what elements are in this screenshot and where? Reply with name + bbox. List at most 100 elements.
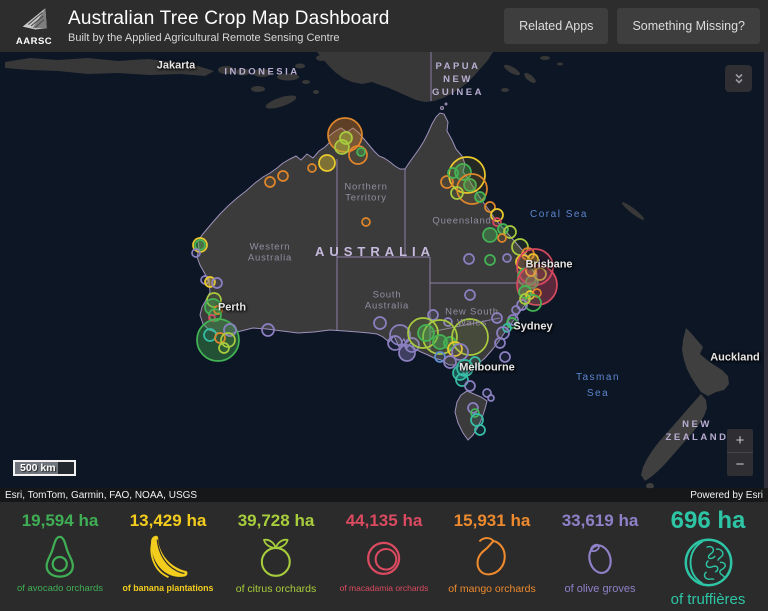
crop-bubble[interactable] — [440, 175, 454, 189]
crop-bubble[interactable] — [487, 394, 495, 402]
crop-bubble[interactable] — [447, 167, 459, 179]
crop-bubble[interactable] — [191, 248, 201, 258]
map-scrollbar[interactable] — [764, 52, 768, 502]
crop-bubble[interactable] — [524, 294, 542, 312]
olive-area-value: 33,619 ha — [561, 511, 639, 530]
crop-bubble[interactable] — [417, 324, 435, 342]
related-apps-button[interactable]: Related Apps — [504, 8, 609, 44]
crop-bubble[interactable] — [264, 176, 276, 188]
crop-bubble[interactable] — [454, 163, 472, 181]
map-label-western-australia: Western Australia — [247, 241, 293, 264]
banana-label: of banana plantations — [122, 583, 214, 593]
crop-bubble[interactable] — [339, 131, 353, 145]
map-label-auckland: Auckland — [710, 351, 760, 364]
crop-bubble[interactable] — [318, 154, 336, 172]
crop-bubble[interactable] — [494, 337, 506, 349]
crop-bubble[interactable] — [467, 402, 479, 414]
crop-bubble[interactable] — [334, 139, 350, 155]
crop-bubble[interactable] — [450, 186, 464, 200]
crop-bubble[interactable] — [482, 227, 498, 243]
avocado-icon — [45, 535, 75, 578]
crop-bubble[interactable] — [261, 323, 275, 337]
crop-bubble[interactable] — [469, 356, 481, 368]
map-label-queensland: Queensland — [432, 215, 492, 227]
map-label-melbourne: Melbourne — [459, 361, 515, 374]
crop-bubble[interactable] — [463, 178, 477, 192]
app-header: AARSC Australian Tree Crop Map Dashboard… — [0, 0, 768, 52]
stat-citrus: 39,728 ha of citrus orchards — [222, 505, 330, 611]
crop-bubble[interactable] — [389, 324, 411, 346]
powered-by-esri-link[interactable]: Powered by Esri — [690, 489, 763, 501]
crop-bubble[interactable] — [361, 217, 371, 227]
truffle-area-value: 696 ha — [670, 507, 746, 534]
crop-bubble[interactable] — [387, 335, 403, 351]
map-label-coral-sea: Coral Sea — [530, 209, 588, 220]
crop-bubble[interactable] — [427, 309, 439, 321]
crop-bubble[interactable] — [464, 380, 476, 392]
crop-bubble[interactable] — [463, 253, 475, 265]
macadamia-icon — [367, 541, 401, 575]
map-label-australia: AUSTRALIA — [314, 244, 436, 260]
crop-bubble[interactable] — [307, 163, 317, 173]
aarsc-logo-text: AARSC — [15, 35, 53, 47]
crop-bubble[interactable] — [499, 351, 511, 363]
crop-bubble[interactable] — [511, 305, 521, 315]
map-label-new-zealand: NEW ZEALAND — [665, 419, 729, 443]
map-label-new-south-wales: New South Wales — [445, 306, 499, 329]
map-label-south-australia: South Australia — [364, 289, 410, 312]
crop-bubble[interactable] — [398, 344, 416, 362]
citrus-area-value: 39,728 ha — [237, 511, 315, 530]
scale-bar: 500 km — [13, 460, 76, 476]
crop-bubble[interactable] — [451, 343, 469, 361]
banana-area-value: 13,429 ha — [129, 511, 207, 530]
state-borders — [336, 52, 536, 351]
crop-bubble-layer — [191, 117, 558, 436]
crop-bubble[interactable] — [474, 191, 486, 203]
crop-bubble[interactable] — [277, 170, 289, 182]
crop-bubble[interactable] — [491, 312, 503, 324]
crop-bubble[interactable] — [497, 233, 507, 243]
something-missing-button[interactable]: Something Missing? — [617, 8, 760, 44]
stat-olive: 33,619 ha of olive groves — [546, 505, 654, 611]
crop-bubble[interactable] — [434, 351, 446, 363]
avocado-label: of avocado orchards — [16, 583, 104, 594]
map-label-tasman-sea: Tasman Sea — [575, 372, 621, 399]
page-subtitle: Built by the Applied Agricultural Remote… — [68, 32, 340, 44]
map-label-northern-territory: Northern Territory — [344, 181, 388, 204]
crop-bubble[interactable] — [502, 253, 512, 263]
olive-label: of olive groves — [564, 583, 636, 595]
stat-banana: 13,429 ha of banana plantations — [114, 505, 222, 611]
crop-bubble[interactable] — [443, 355, 457, 369]
crop-bubble[interactable] — [484, 201, 496, 213]
new-zealand-landmass — [641, 328, 729, 489]
citrus-label: of citrus orchards — [235, 583, 317, 595]
crop-bubble[interactable] — [503, 225, 517, 239]
crop-bubble[interactable] — [492, 217, 502, 227]
map-label-indonesia: INDONESIA — [224, 66, 300, 78]
crop-bubble[interactable] — [432, 334, 448, 350]
zoom-out-button[interactable]: − — [727, 452, 753, 476]
crop-bubble[interactable] — [474, 424, 486, 436]
crop-bubble[interactable] — [208, 308, 222, 322]
crop-bubble[interactable] — [211, 277, 223, 289]
truffle-label: of truffières — [670, 591, 746, 608]
crop-bubble[interactable] — [356, 147, 366, 157]
crop-bubble[interactable] — [373, 316, 387, 330]
crop-bubble[interactable] — [484, 254, 496, 266]
stat-avocado: 19,594 ha of avocado orchards — [6, 505, 114, 611]
zoom-in-button[interactable]: + — [735, 432, 745, 449]
citrus-icon — [261, 538, 291, 577]
crop-bubble[interactable] — [194, 239, 206, 251]
crop-bubble[interactable] — [456, 173, 488, 205]
crop-bubble[interactable] — [218, 342, 230, 354]
map-canvas[interactable]: Jakarta INDONESIA PAPUA NEW GUINEA Northern… — [0, 52, 768, 502]
crop-bubble[interactable] — [464, 289, 476, 301]
crop-bubble[interactable] — [206, 292, 222, 308]
indonesia-landmass — [5, 52, 645, 220]
collapse-panel-button[interactable] — [725, 65, 752, 92]
crop-bubble[interactable] — [404, 337, 420, 353]
map-label-papua-new-guinea: PAPUA NEW GUINEA — [432, 60, 484, 98]
crop-bubble[interactable] — [490, 208, 504, 222]
crop-bubble[interactable] — [519, 293, 531, 305]
attribution-sources: Esri, TomTom, Garmin, FAO, NOAA, USGS — [5, 489, 198, 501]
